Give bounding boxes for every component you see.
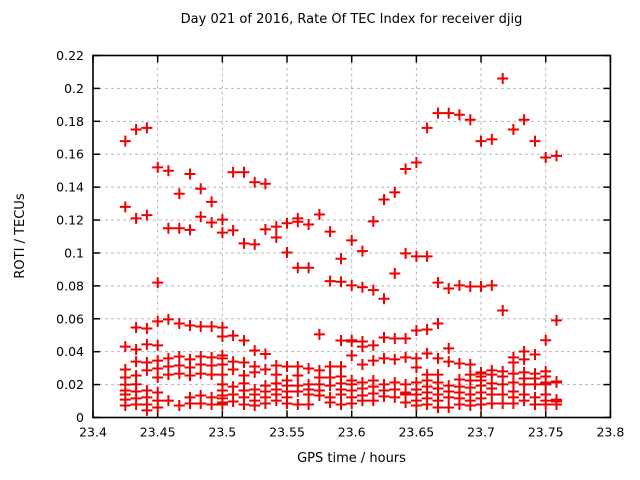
x-tick-label: 23.65 xyxy=(398,425,434,440)
y-axis-label: ROTI / TECUs xyxy=(13,193,28,279)
x-tick-label: 23.75 xyxy=(528,425,564,440)
y-tick-label: 0 xyxy=(76,410,84,425)
x-axis-label: GPS time / hours xyxy=(297,451,406,466)
y-tick-label: 0.18 xyxy=(56,114,84,129)
y-tick-label: 0.14 xyxy=(56,180,84,195)
x-tick-label: 23.55 xyxy=(269,425,305,440)
y-tick-label: 0.02 xyxy=(56,377,84,392)
y-tick-label: 0.22 xyxy=(56,48,84,63)
y-tick-label: 0.12 xyxy=(56,213,84,228)
x-tick-label: 23.45 xyxy=(140,425,176,440)
x-tick-label: 23.7 xyxy=(467,425,495,440)
y-tick-label: 0.16 xyxy=(56,147,84,162)
chart-title: Day 021 of 2016, Rate Of TEC Index for r… xyxy=(180,12,523,27)
y-tick-label: 0.04 xyxy=(56,344,84,359)
y-tick-label: 0.2 xyxy=(64,81,84,96)
scatter-points xyxy=(119,73,562,416)
x-tick-label: 23.8 xyxy=(596,425,624,440)
y-tick-label: 0.06 xyxy=(56,311,84,326)
y-tick-label: 0.1 xyxy=(64,245,84,260)
plot-border xyxy=(92,54,612,419)
x-tick-label: 23.5 xyxy=(208,425,236,440)
x-tick-label: 23.4 xyxy=(79,425,107,440)
x-tick-label: 23.6 xyxy=(338,425,366,440)
y-tick-label: 0.08 xyxy=(56,278,84,293)
